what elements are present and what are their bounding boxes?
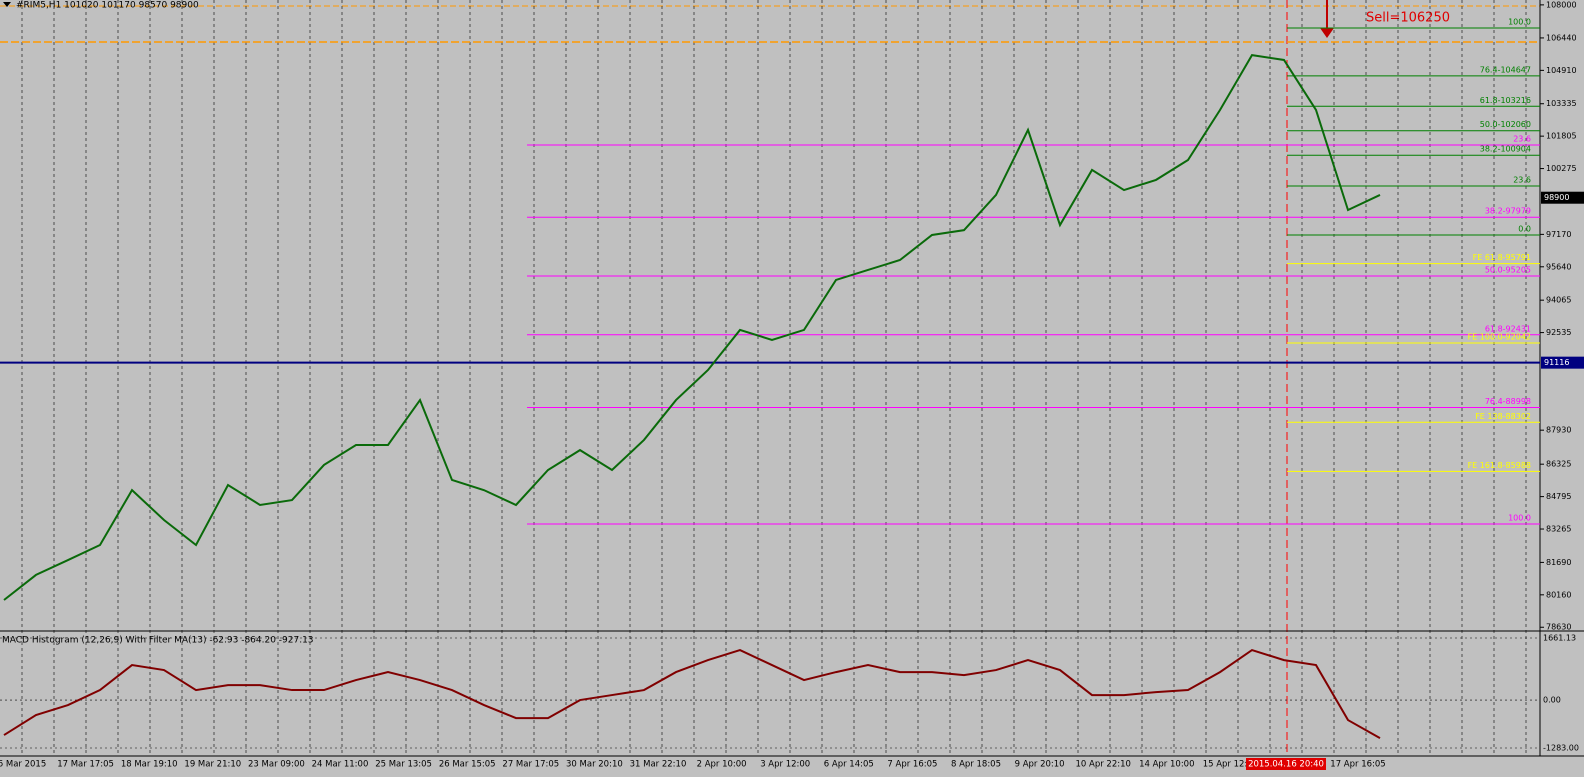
level-label: 50.0-95205 [1485, 266, 1531, 275]
x-tick-label: 27 Mar 17:05 [502, 760, 559, 770]
x-tick-label: 19 Mar 21:10 [184, 760, 241, 770]
y-tick-label: 108000 [1546, 0, 1577, 9]
macd-line [3, 648, 1381, 739]
level-label: FE 161.8-85988 [1468, 461, 1531, 470]
x-tick-label: 2015.04.16 20:40 [1248, 760, 1324, 770]
price-label-box [1541, 356, 1584, 369]
time-highlight [1246, 758, 1326, 770]
level-label: 23.6 [1513, 134, 1531, 143]
level-label: 50.0-102060 [1480, 120, 1531, 129]
y-tick-label: 92535 [1546, 328, 1571, 337]
macd-title: MACD Histogram (12,26,9) With Filter MA(… [2, 636, 314, 646]
level-label: 38.2-97979 [1485, 207, 1531, 216]
level-label: 61.8-103216 [1480, 96, 1531, 105]
y-tick-label: 80160 [1546, 590, 1571, 599]
macd-tick-label: 1661.13 [1543, 634, 1576, 643]
x-tick-label: 25 Mar 13:05 [375, 760, 432, 770]
level-label: 38.2-100904 [1480, 145, 1531, 154]
plot-area [0, 0, 1540, 756]
sell-label: Sell=106250 [1366, 11, 1450, 26]
level-label: FE 61.8-95791 [1473, 253, 1531, 262]
level-label: 76.4-88998 [1485, 397, 1531, 406]
x-tick-label: 17 Mar 17:05 [57, 760, 114, 770]
level-label: 0.0 [1518, 225, 1531, 234]
y-tick-label: 87930 [1546, 426, 1571, 435]
y-tick-label: 84795 [1546, 492, 1571, 501]
y-tick-label: 86325 [1546, 460, 1571, 469]
y-tick-label: 101805 [1546, 132, 1577, 141]
y-tick-label: 100275 [1546, 164, 1577, 173]
x-tick-label: 10 Apr 22:10 [1075, 760, 1130, 770]
y-tick-label: 94065 [1546, 296, 1571, 305]
level-label: 23.6 [1513, 176, 1531, 185]
x-tick-label: 6 Apr 14:05 [824, 760, 874, 770]
price-label: 91116 [1544, 358, 1569, 367]
menu-arrow[interactable] [3, 2, 11, 7]
level-label: 76.4-104647 [1480, 65, 1531, 74]
x-tick-label: 15 Apr 12:00 [1203, 760, 1258, 770]
price-label-box [1541, 191, 1584, 204]
macd-tick-label: 0.00 [1543, 696, 1561, 705]
sell-arrow [1320, 0, 1334, 38]
x-tick-label: 31 Mar 22:10 [630, 760, 687, 770]
level-label: 100.0 [1508, 17, 1531, 26]
y-tick-label: 104910 [1546, 66, 1577, 75]
x-tick-label: 18 Mar 19:10 [121, 760, 178, 770]
y-tick-label: 103335 [1546, 99, 1577, 108]
x-tick-label: 2 Apr 10:00 [697, 760, 747, 770]
x-tick-label: 30 Mar 20:10 [566, 760, 623, 770]
y-tick-label: 106440 [1546, 33, 1577, 42]
y-tick-label: 78630 [1546, 623, 1571, 632]
y-tick-label: 83265 [1546, 525, 1571, 534]
level-label: FE 138-88302 [1475, 412, 1531, 421]
x-tick-label: 17 Apr 16:05 [1330, 760, 1385, 770]
level-label: FE 100.0-92042 [1468, 333, 1531, 342]
y-tick-label: 95640 [1546, 262, 1571, 271]
price-line [3, 54, 1381, 601]
y-tick-label: 97170 [1546, 230, 1571, 239]
x-tick-label: 9 Apr 20:10 [1015, 760, 1065, 770]
x-tick-label: 23 Mar 09:00 [248, 760, 305, 770]
y-tick-label: 81690 [1546, 558, 1571, 567]
x-tick-label: 6 Mar 2015 [0, 760, 46, 770]
x-tick-label: 8 Apr 18:05 [951, 760, 1001, 770]
price-label: 98900 [1544, 193, 1569, 202]
chart-title: #RIM5,H1 101020 101170 98570 98900 [16, 1, 199, 11]
x-tick-label: 26 Mar 15:05 [439, 760, 496, 770]
macd-tick-label: -1283.00 [1543, 744, 1579, 753]
x-tick-label: 14 Apr 10:00 [1139, 760, 1194, 770]
level-label: 61.8-92431 [1485, 324, 1531, 333]
x-tick-label: 3 Apr 12:00 [760, 760, 810, 770]
x-tick-label: 7 Apr 16:05 [887, 760, 937, 770]
x-tick-label: 24 Mar 11:00 [312, 760, 369, 770]
level-label: 100.0 [1508, 514, 1531, 523]
